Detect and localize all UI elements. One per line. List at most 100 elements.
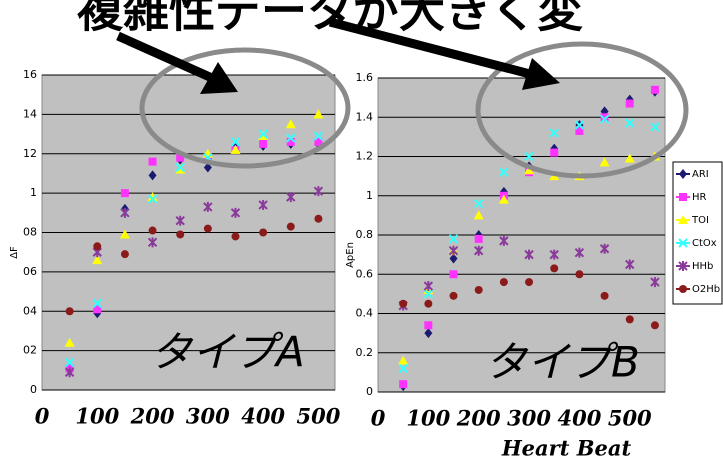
point (230, 137, 241, 147)
point (398, 363, 408, 374)
point (650, 122, 660, 132)
point (230, 207, 241, 218)
point (650, 277, 660, 288)
y-tick-label: 02 (23, 344, 37, 357)
y-tick-label: 12 (23, 147, 37, 160)
point (286, 133, 296, 143)
point (549, 128, 559, 138)
y-tick-label: 1 (366, 189, 373, 202)
point (524, 151, 534, 162)
point (473, 198, 484, 209)
point (148, 157, 157, 166)
point (313, 186, 324, 197)
point (449, 270, 458, 279)
point (175, 215, 185, 226)
point (499, 278, 508, 287)
point (64, 337, 75, 347)
y-axis-label: ApEn (345, 242, 356, 268)
point (600, 291, 609, 300)
annotation: タイプB (485, 338, 640, 387)
y-tick-label: 06 (23, 265, 37, 278)
legend (672, 161, 723, 305)
y-tick-label: 08 (23, 226, 37, 239)
y-tick-label: 0 (30, 383, 37, 396)
arrow-head (522, 58, 560, 90)
x-tick-label: 400 (557, 406, 601, 431)
point (203, 201, 213, 212)
y-tick-label: 04 (23, 304, 37, 317)
point (399, 299, 408, 308)
point (599, 157, 610, 167)
legend-label: HR (692, 192, 707, 203)
y-tick-label: 1 (30, 186, 37, 199)
x-tick-label: 0 (371, 406, 386, 431)
point (147, 192, 158, 202)
point (574, 120, 585, 130)
y-tick-label: 16 (23, 68, 37, 81)
arrow-head (200, 62, 238, 94)
legend-label: HHb (692, 261, 713, 272)
point (286, 222, 295, 231)
point (203, 224, 212, 233)
point (314, 137, 323, 146)
point (147, 237, 158, 248)
legend-swatch (679, 285, 687, 293)
point (148, 226, 157, 235)
point (423, 281, 434, 292)
legend-swatch (679, 193, 687, 201)
legend-label: O2Hb (692, 284, 720, 295)
x-tick-label: 500 (608, 406, 652, 431)
point (120, 207, 130, 218)
point (550, 264, 559, 273)
point (286, 137, 295, 146)
point (93, 305, 102, 314)
arrow (328, 17, 532, 79)
point (231, 232, 240, 241)
point (286, 192, 296, 203)
point (474, 234, 483, 243)
point (314, 214, 323, 223)
highlight-ellipse (139, 47, 351, 169)
point (64, 357, 75, 368)
x-tick-label: 100 (75, 404, 119, 429)
y-tick-label: 1.2 (356, 150, 374, 163)
point (599, 114, 610, 124)
y-tick-label: 14 (23, 107, 37, 120)
point (625, 99, 634, 108)
point (423, 289, 434, 299)
x-tick-label: 100 (406, 406, 450, 431)
annotation: タイプA (150, 328, 305, 377)
x-tick-label: 0 (35, 404, 50, 429)
point (175, 162, 185, 173)
y-tick-label: 1.4 (356, 110, 374, 123)
point (550, 148, 559, 157)
legend-swatch (679, 169, 687, 179)
point (449, 253, 458, 264)
point (258, 129, 268, 139)
x-axis-label: Heart Beat (501, 436, 632, 461)
x-tick-label: 200 (456, 406, 501, 431)
x-tick-label: 400 (241, 404, 285, 429)
point (93, 242, 102, 251)
y-tick-label: 0.6 (356, 267, 374, 280)
point (399, 380, 408, 389)
point (119, 229, 130, 239)
point (176, 230, 185, 239)
point (92, 298, 102, 309)
point (625, 315, 634, 324)
legend-swatch (678, 238, 688, 248)
point (424, 299, 433, 308)
point (259, 228, 268, 237)
x-tick-label: 300 (186, 404, 230, 429)
point (624, 153, 635, 163)
overlay (116, 17, 689, 179)
point (448, 234, 459, 244)
x-tick-label: 200 (130, 404, 175, 429)
point (474, 285, 483, 294)
legend-label: TOI (691, 215, 709, 226)
point (625, 259, 635, 270)
point (473, 245, 484, 256)
point (525, 278, 534, 287)
